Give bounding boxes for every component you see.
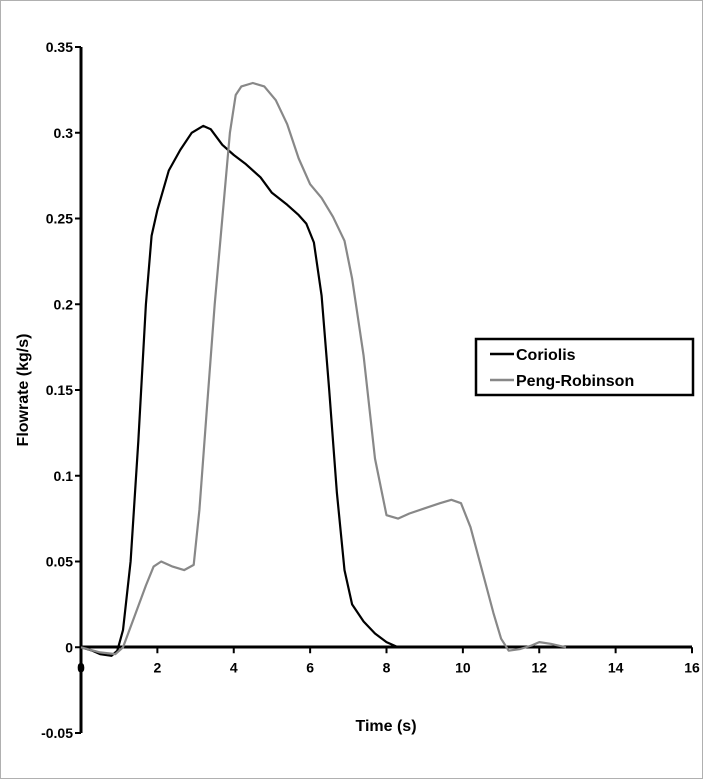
x-tick-label-7: 14	[608, 659, 624, 675]
y-tick-label-5: 0.2	[54, 296, 74, 312]
series-line-coriolis	[80, 124, 399, 657]
x-tick-group: 0 2 4 6 8 10 12 14 16	[77, 647, 700, 675]
y-tick-label-2: 0.05	[46, 554, 73, 570]
x-tick-label-2: 4	[230, 659, 238, 675]
x-tick-label-8: 16	[684, 659, 700, 675]
x-tick-label-0: 0	[77, 659, 85, 675]
x-tick-label-3: 6	[306, 659, 314, 675]
y-axis-title: Flowrate (kg/s)	[15, 334, 32, 447]
y-tick-label-7: 0.3	[54, 125, 74, 141]
x-tick-label-1: 2	[153, 659, 161, 675]
legend-box	[474, 337, 695, 397]
x-tick-label-4: 8	[383, 659, 391, 675]
y-tick-label-3: 0.1	[54, 468, 74, 484]
y-tick-label-1: 0	[65, 639, 73, 655]
legend: Coriolis Peng-Robinson	[474, 337, 695, 397]
legend-label-peng-robinson: Peng-Robinson	[516, 373, 634, 390]
series-layer	[80, 81, 567, 657]
series-line-peng-robinson	[80, 81, 567, 656]
legend-label-coriolis: Coriolis	[516, 347, 576, 364]
x-tick-label-6: 12	[531, 659, 547, 675]
x-axis-title: Time (s)	[355, 718, 416, 735]
x-tick-label-5: 10	[455, 659, 471, 675]
y-tick-label-4: 0.15	[46, 382, 73, 398]
y-tick-label-8: 0.35	[46, 39, 73, 55]
y-tick-label-0: -0.05	[41, 725, 73, 741]
y-tick-group: -0.05 0 0.05 0.1 0.15 0.2 0.25 0.3 0.35	[41, 39, 81, 741]
y-tick-label-6: 0.25	[46, 211, 73, 227]
